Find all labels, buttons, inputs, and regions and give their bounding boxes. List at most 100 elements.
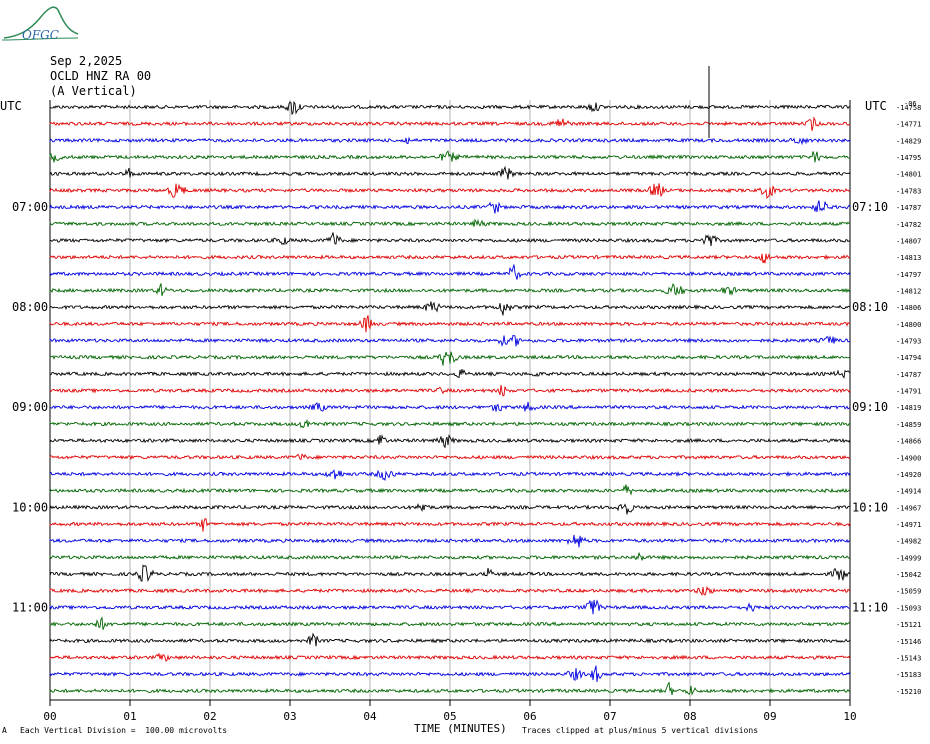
trace-line <box>49 218 851 227</box>
trace-offset-label: -14787 <box>896 371 921 379</box>
trace-offset-label: -14813 <box>896 254 921 262</box>
trace-line <box>49 665 851 683</box>
trace-line <box>49 652 851 662</box>
trace-line <box>49 518 851 532</box>
trace-line <box>49 503 851 515</box>
trace-offset-label: -14783 <box>896 187 921 195</box>
right-time-label: 09:10 <box>852 400 888 414</box>
trace-offset-label: -15146 <box>896 638 921 646</box>
trace-line <box>49 453 851 461</box>
right-time-label: 11:10 <box>852 600 888 614</box>
x-tick-label: 09 <box>763 710 776 723</box>
trace-offset-label: -14787 <box>896 204 921 212</box>
first-row-prefix: -06 <box>904 100 917 108</box>
x-tick-label: 01 <box>123 710 136 723</box>
trace-offset-label: -14812 <box>896 287 921 295</box>
trace-line <box>49 315 851 333</box>
trace-line <box>49 681 851 696</box>
trace-offset-label: -14920 <box>896 471 921 479</box>
x-tick-label: 02 <box>203 710 216 723</box>
x-tick-label: 00 <box>43 710 56 723</box>
trace-offset-label: -14793 <box>896 338 921 346</box>
x-tick-label: 10 <box>843 710 856 723</box>
trace-line <box>49 301 851 316</box>
trace-line <box>49 585 851 597</box>
trace-line <box>49 334 851 347</box>
clip-note: Traces clipped at plus/minus 5 vertical … <box>522 726 759 735</box>
trace-offset-label: -14819 <box>896 404 921 412</box>
trace-offset-label: -14771 <box>896 121 921 129</box>
trace-line <box>49 434 851 449</box>
trace-offset-label: -14800 <box>896 321 921 329</box>
x-tick-label: 03 <box>283 710 296 723</box>
trace-line <box>49 484 851 496</box>
trace-line <box>49 616 851 630</box>
trace-line <box>49 564 851 583</box>
ofgc-logo <box>1 6 79 41</box>
trace-line <box>49 401 851 412</box>
trace-line <box>49 368 851 379</box>
trace-offset-label: -14967 <box>896 504 921 512</box>
trace-offset-label: -14806 <box>896 304 921 312</box>
trace-offset-label: -14795 <box>896 154 921 162</box>
trace-line <box>49 116 851 131</box>
chart-component: (A Vertical) <box>50 84 137 98</box>
trace-line <box>49 534 851 548</box>
trace-offset-label: -14807 <box>896 237 921 245</box>
trace-line <box>49 469 851 482</box>
trace-line <box>49 165 851 180</box>
trace-offset-label: -14829 <box>896 137 921 145</box>
trace-line <box>49 200 851 214</box>
trace-offset-label: -14791 <box>896 388 921 396</box>
trace-offset-label: -14859 <box>896 421 921 429</box>
trace-line <box>49 264 851 280</box>
chart-date: Sep 2,2025 <box>50 54 123 68</box>
trace-line <box>49 599 851 615</box>
trace-line <box>49 418 851 429</box>
left-utc-label: UTC <box>0 99 22 113</box>
trace-offset-label: -14797 <box>896 271 921 279</box>
trace-line <box>49 384 851 397</box>
trace-offset-label: -15183 <box>896 671 921 679</box>
trace-line <box>49 351 851 366</box>
x-tick-label: 05 <box>443 710 456 723</box>
right-time-label: 07:10 <box>852 200 888 214</box>
left-time-label: 10:00 <box>12 500 48 514</box>
trace-line <box>49 632 851 647</box>
x-tick-label: 08 <box>683 710 696 723</box>
trace-line <box>49 100 851 116</box>
x-tick-label: 06 <box>523 710 536 723</box>
left-time-label: 09:00 <box>12 400 48 414</box>
trace-offset-label: -15059 <box>896 588 921 596</box>
footer-mark: A <box>2 726 7 735</box>
trace-offset-label: -14999 <box>896 554 921 562</box>
x-tick-label: 04 <box>363 710 377 723</box>
scale-note: Each Vertical Division = 100.00 microvol… <box>20 726 228 735</box>
trace-line <box>49 253 851 264</box>
left-time-label: 11:00 <box>12 600 48 614</box>
chart-station: OCLD HNZ RA 00 <box>50 69 152 83</box>
x-tick-label: 07 <box>603 710 616 723</box>
trace-line <box>49 136 851 146</box>
left-time-label: 08:00 <box>12 300 48 314</box>
trace-line <box>49 283 851 297</box>
right-time-label: 08:10 <box>852 300 888 314</box>
trace-offset-label: -14758 <box>896 104 921 112</box>
trace-offset-label: -14794 <box>896 354 921 362</box>
trace-line <box>49 552 851 561</box>
trace-line <box>49 150 851 163</box>
logo-text: OFGC <box>22 28 59 42</box>
trace-offset-label: -15143 <box>896 654 921 662</box>
left-time-label: 07:00 <box>12 200 48 214</box>
trace-offset-label: -14982 <box>896 538 921 546</box>
trace-offset-label: -15042 <box>896 571 921 579</box>
trace-offset-label: -14971 <box>896 521 921 529</box>
right-time-label: 10:10 <box>852 500 888 514</box>
trace-line <box>49 232 851 247</box>
trace-offset-label: -14782 <box>896 221 921 229</box>
x-axis-label: TIME (MINUTES) <box>414 722 507 735</box>
trace-offset-label: -15121 <box>896 621 921 629</box>
right-utc-label: UTC <box>865 99 887 113</box>
trace-offset-label: -14801 <box>896 171 921 179</box>
trace-offset-label: -15093 <box>896 604 921 612</box>
